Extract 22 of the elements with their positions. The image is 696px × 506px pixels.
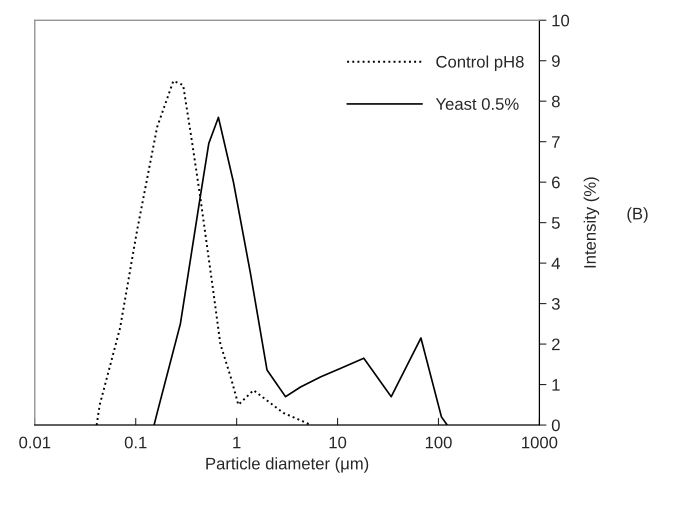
y-tick-label: 5 bbox=[552, 217, 560, 229]
y-tick-label: 8 bbox=[552, 96, 560, 108]
x-axis-title: Particle diameter (μm) bbox=[206, 457, 368, 473]
x-tick-label: 0.1 bbox=[124, 436, 146, 448]
y-axis-title: Intensity (%) bbox=[584, 177, 600, 268]
x-tick-label: 1 bbox=[233, 436, 240, 448]
legend-label: Yeast 0.5% bbox=[436, 98, 519, 110]
x-tick-label: 1000 bbox=[522, 436, 558, 448]
y-tick-label: 4 bbox=[552, 258, 560, 270]
x-tick-label: 100 bbox=[426, 436, 452, 448]
y-tick-label: 6 bbox=[552, 176, 560, 188]
y-tick-label: 2 bbox=[552, 338, 560, 350]
y-tick-label: 10 bbox=[552, 14, 570, 26]
y-tick-label: 9 bbox=[552, 55, 560, 67]
x-tick-label: 0.01 bbox=[19, 436, 50, 448]
y-tick-label: 1 bbox=[552, 379, 560, 391]
legend-label: Control pH8 bbox=[436, 55, 524, 72]
y-tick-label: 3 bbox=[552, 298, 560, 310]
y-tick-label: 7 bbox=[552, 136, 560, 148]
text: (B) bbox=[627, 207, 648, 223]
x-tick-label: 10 bbox=[330, 436, 346, 448]
y-tick-label: 0 bbox=[552, 419, 560, 432]
